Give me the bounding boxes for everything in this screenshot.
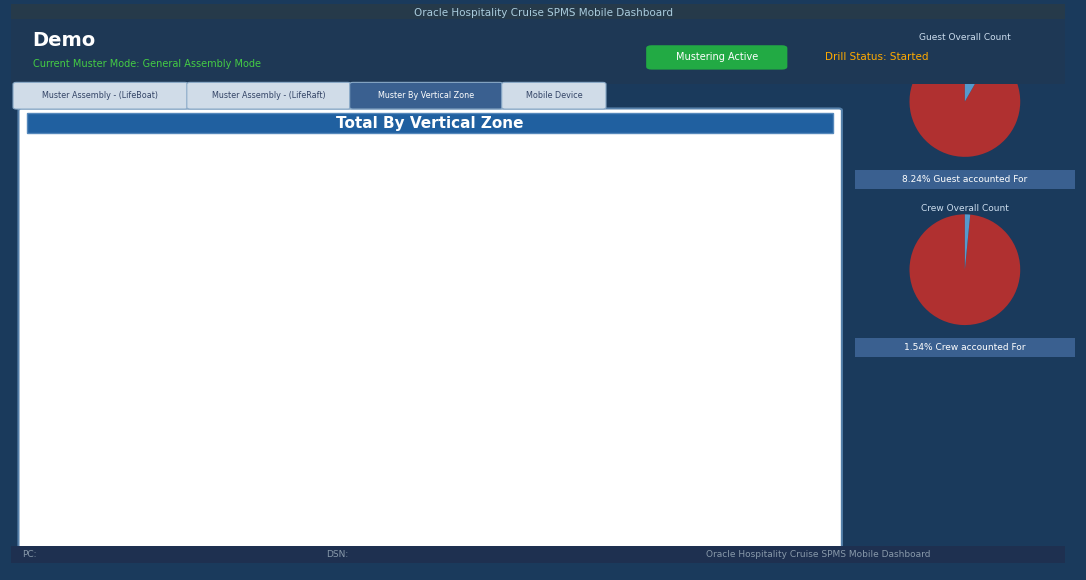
Bar: [113, 266, 166, 487]
Text: 8.24% Guest accounted For: 8.24% Guest accounted For: [902, 175, 1027, 184]
Text: Mobile Device: Mobile Device: [526, 91, 582, 100]
Text: 1: 1: [346, 483, 353, 491]
Text: DSN:: DSN:: [326, 550, 348, 559]
Text: 25: 25: [763, 477, 776, 486]
Text: Total By Vertical Zone: Total By Vertical Zone: [337, 116, 523, 130]
Wedge shape: [964, 46, 993, 102]
Text: Crew Overall Count: Crew Overall Count: [921, 204, 1009, 213]
Text: Mustering Active: Mustering Active: [675, 52, 758, 63]
Text: 491: 491: [130, 370, 149, 379]
Bar: [428, 485, 481, 487]
Bar: [324, 386, 376, 487]
Wedge shape: [964, 215, 970, 270]
Bar: [533, 195, 586, 487]
Wedge shape: [909, 215, 1020, 325]
Bar: [744, 476, 796, 487]
Text: Oracle Hospitality Cruise SPMS Mobile Dashboard: Oracle Hospitality Cruise SPMS Mobile Da…: [414, 8, 672, 18]
Text: Drill Status: Started: Drill Status: Started: [825, 52, 929, 63]
Text: 8: 8: [137, 481, 142, 490]
Text: 102: 102: [656, 460, 673, 469]
Bar: [218, 348, 270, 487]
Bar: [113, 484, 166, 487]
Text: 682: 682: [445, 328, 464, 337]
Bar: [639, 318, 691, 487]
Text: 374: 374: [655, 375, 674, 385]
Text: Oracle Hospitality Cruise SPMS Mobile Dashboard: Oracle Hospitality Cruise SPMS Mobile Da…: [706, 550, 931, 559]
Bar: [639, 441, 691, 487]
Text: Current Muster Mode: General Assembly Mode: Current Muster Mode: General Assembly Mo…: [33, 59, 261, 69]
Text: Demo: Demo: [33, 31, 96, 50]
Y-axis label: Number of Attendees: Number of Attendees: [45, 265, 54, 385]
Text: 5: 5: [452, 481, 457, 491]
Text: 308: 308: [236, 413, 254, 422]
Text: Muster Assembly - (LifeRaft): Muster Assembly - (LifeRaft): [212, 91, 326, 100]
Text: 1.54% Crew accounted For: 1.54% Crew accounted For: [905, 343, 1025, 352]
Text: 224: 224: [340, 432, 359, 441]
Text: 648: 648: [551, 324, 569, 333]
Text: Muster Assembly - (LifeBoat): Muster Assembly - (LifeBoat): [42, 91, 159, 100]
Text: Guest Overall Count: Guest Overall Count: [919, 33, 1011, 42]
X-axis label: Cabin Vertical Zone: Cabin Vertical Zone: [400, 510, 509, 520]
Text: Muster By Vertical Zone: Muster By Vertical Zone: [378, 91, 475, 100]
Text: PC:: PC:: [22, 550, 36, 559]
Bar: [533, 462, 586, 487]
Text: 56: 56: [554, 470, 566, 479]
Bar: [428, 180, 481, 487]
Wedge shape: [909, 46, 1020, 157]
